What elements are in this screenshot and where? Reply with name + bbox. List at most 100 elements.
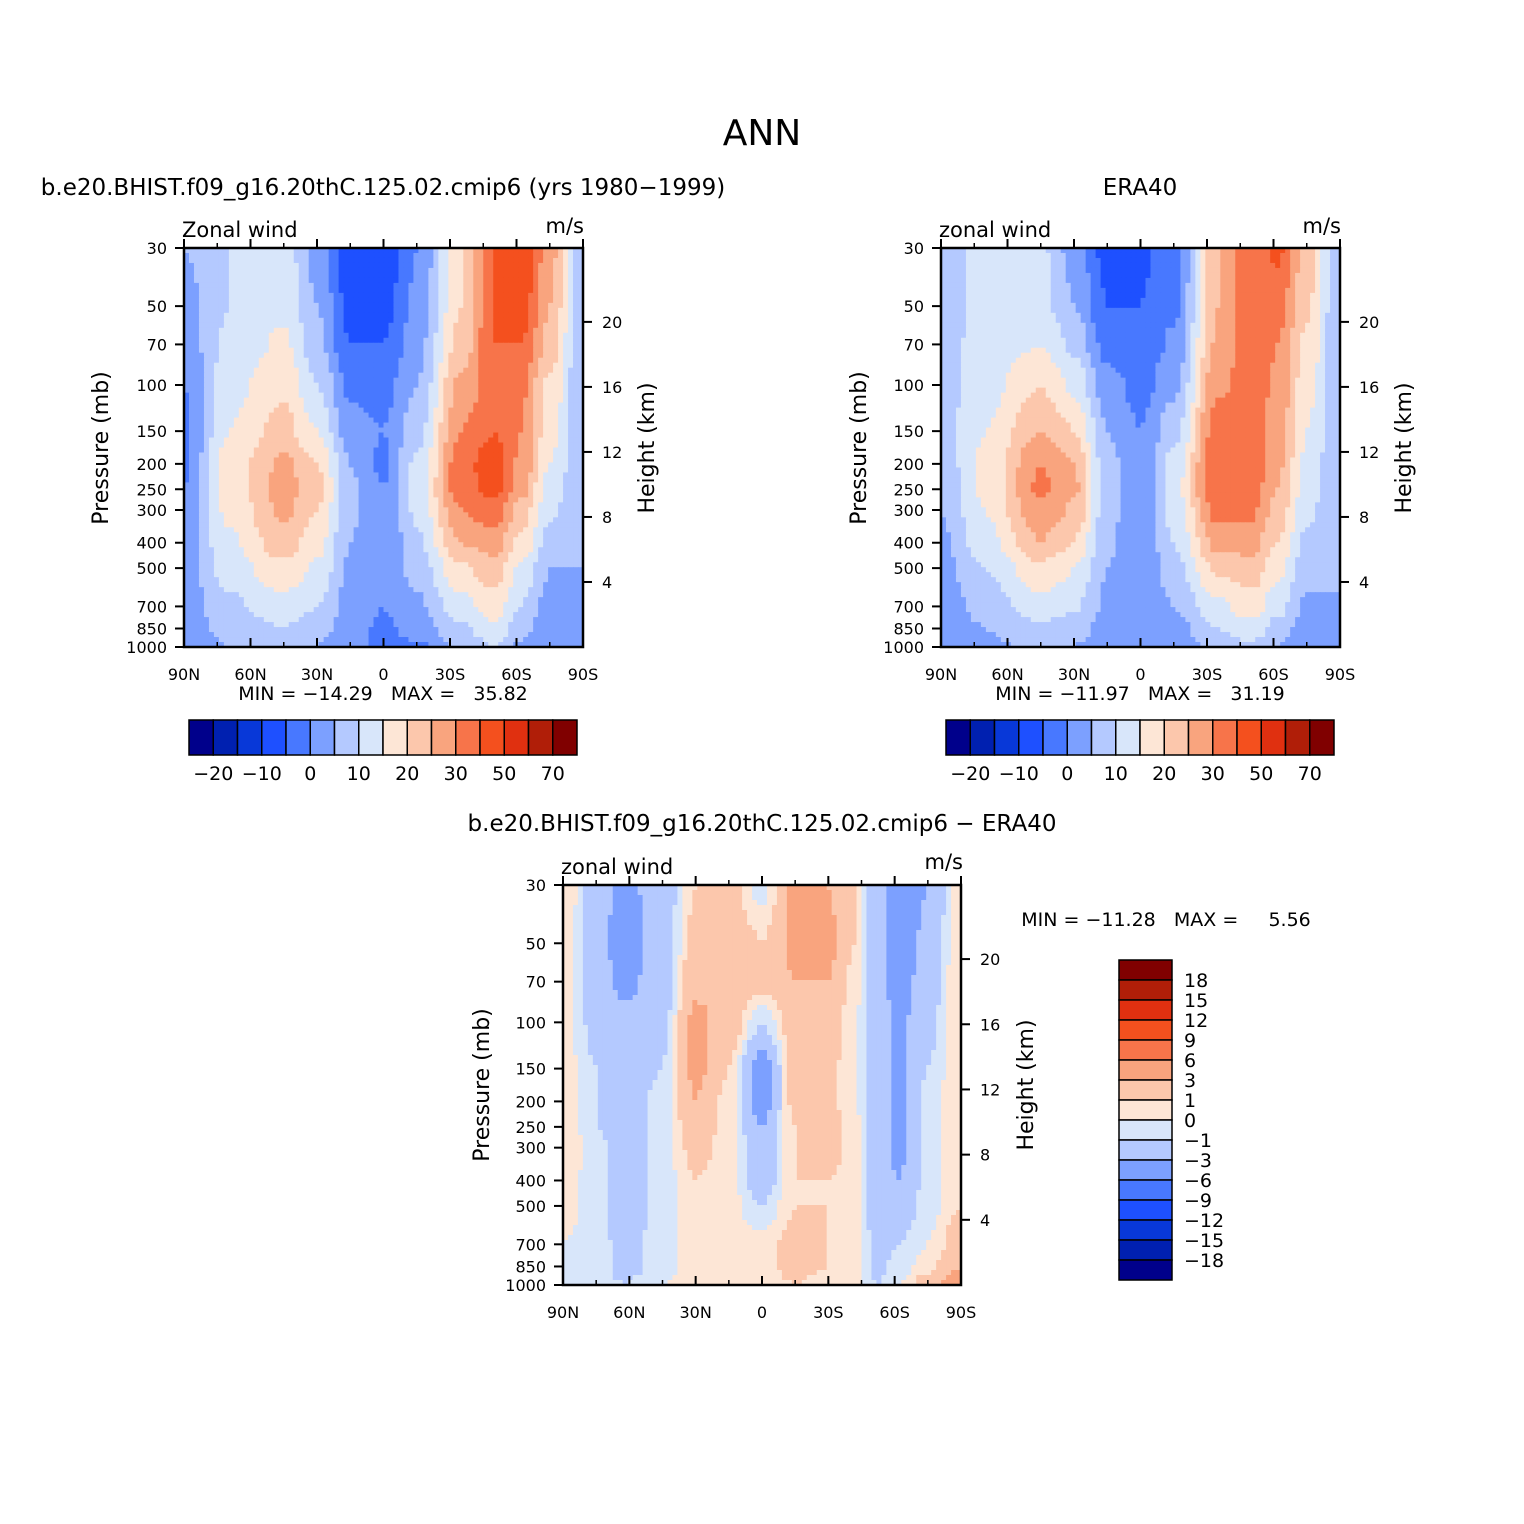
- field-cell: [443, 457, 449, 464]
- field-cell: [258, 327, 265, 334]
- field-cell: [323, 507, 330, 513]
- field-cell: [303, 482, 310, 488]
- field-cell: [453, 382, 459, 389]
- field-cell: [308, 507, 315, 513]
- field-cell: [348, 362, 355, 369]
- field-cell: [413, 477, 420, 484]
- field-cell: [448, 352, 454, 359]
- field-cell: [238, 552, 245, 558]
- field-cell: [298, 307, 305, 314]
- field-cell: [228, 317, 235, 324]
- field-cell: [543, 252, 549, 259]
- field-cell: [223, 312, 230, 319]
- field-cell: [293, 352, 300, 359]
- field-cell: [508, 437, 514, 444]
- field-cell: [328, 292, 335, 299]
- field-cell: [468, 482, 474, 488]
- field-cell: [433, 392, 439, 399]
- field-cell: [243, 272, 250, 279]
- field-cell: [433, 312, 439, 319]
- field-cell: [413, 467, 420, 474]
- field-cell: [403, 532, 410, 538]
- field-cell: [373, 377, 380, 384]
- field-cell: [268, 442, 275, 449]
- field-cell: [233, 437, 240, 444]
- field-cell: [318, 552, 325, 558]
- field-cell: [413, 347, 420, 354]
- field-cell: [328, 512, 335, 518]
- field-cell: [528, 272, 534, 279]
- field-cell: [563, 332, 569, 339]
- field-cell: [388, 277, 395, 284]
- field-cell: [518, 282, 524, 289]
- field-cell: [188, 432, 195, 439]
- field-cell: [263, 527, 270, 533]
- field-cell: [533, 462, 539, 469]
- field-cell: [403, 467, 410, 474]
- field-cell: [303, 542, 310, 548]
- field-cell: [458, 477, 464, 484]
- field-cell: [288, 372, 295, 379]
- field-cell: [533, 522, 539, 528]
- field-cell: [288, 537, 295, 543]
- field-cell: [493, 537, 499, 543]
- field-cell: [184, 317, 190, 324]
- field-cell: [393, 332, 400, 339]
- field-cell: [468, 252, 474, 259]
- field-cell: [218, 497, 225, 503]
- field-cell: [448, 477, 454, 484]
- field-cell: [398, 407, 405, 414]
- field-cell: [253, 532, 260, 538]
- field-cell: [303, 382, 310, 389]
- field-cell: [503, 532, 509, 538]
- field-cell: [468, 512, 474, 518]
- field-cell: [363, 427, 370, 434]
- field-cell: [368, 427, 375, 434]
- field-cell: [258, 397, 265, 404]
- field-cell: [443, 267, 449, 274]
- field-cell: [573, 277, 579, 284]
- field-cell: [193, 492, 200, 498]
- field-cell: [388, 492, 395, 498]
- field-cell: [498, 417, 504, 424]
- field-cell: [363, 457, 370, 464]
- field-cell: [493, 487, 499, 493]
- field-cell: [323, 382, 330, 389]
- field-cell: [213, 522, 220, 528]
- field-cell: [553, 248, 559, 254]
- field-cell: [463, 277, 469, 284]
- field-cell: [453, 262, 459, 269]
- field-cell: [298, 342, 305, 349]
- field-cell: [493, 527, 499, 533]
- field-cell: [383, 367, 390, 374]
- field-cell: [258, 497, 265, 503]
- field-cell: [333, 447, 340, 454]
- field-cell: [443, 507, 449, 513]
- field-cell: [578, 507, 584, 513]
- field-cell: [338, 347, 345, 354]
- field-cell: [208, 502, 215, 508]
- field-cell: [308, 437, 315, 444]
- field-cell: [573, 332, 579, 339]
- field-cell: [368, 482, 375, 488]
- field-cell: [513, 487, 519, 493]
- field-cell: [303, 407, 310, 414]
- field-cell: [278, 357, 285, 364]
- field-cell: [328, 422, 335, 429]
- field-cell: [228, 397, 235, 404]
- field-cell: [258, 307, 265, 314]
- field-cell: [198, 257, 205, 264]
- field-cell: [228, 477, 235, 484]
- field-cell: [223, 317, 230, 324]
- field-cell: [184, 482, 190, 488]
- field-cell: [443, 387, 449, 394]
- field-cell: [258, 292, 265, 299]
- field-cell: [558, 487, 564, 493]
- field-cell: [188, 337, 195, 344]
- field-cell: [483, 262, 489, 269]
- field-cell: [338, 392, 345, 399]
- field-cell: [383, 447, 390, 454]
- field-cell: [488, 342, 494, 349]
- field-cell: [333, 397, 340, 404]
- field-cell: [508, 287, 514, 294]
